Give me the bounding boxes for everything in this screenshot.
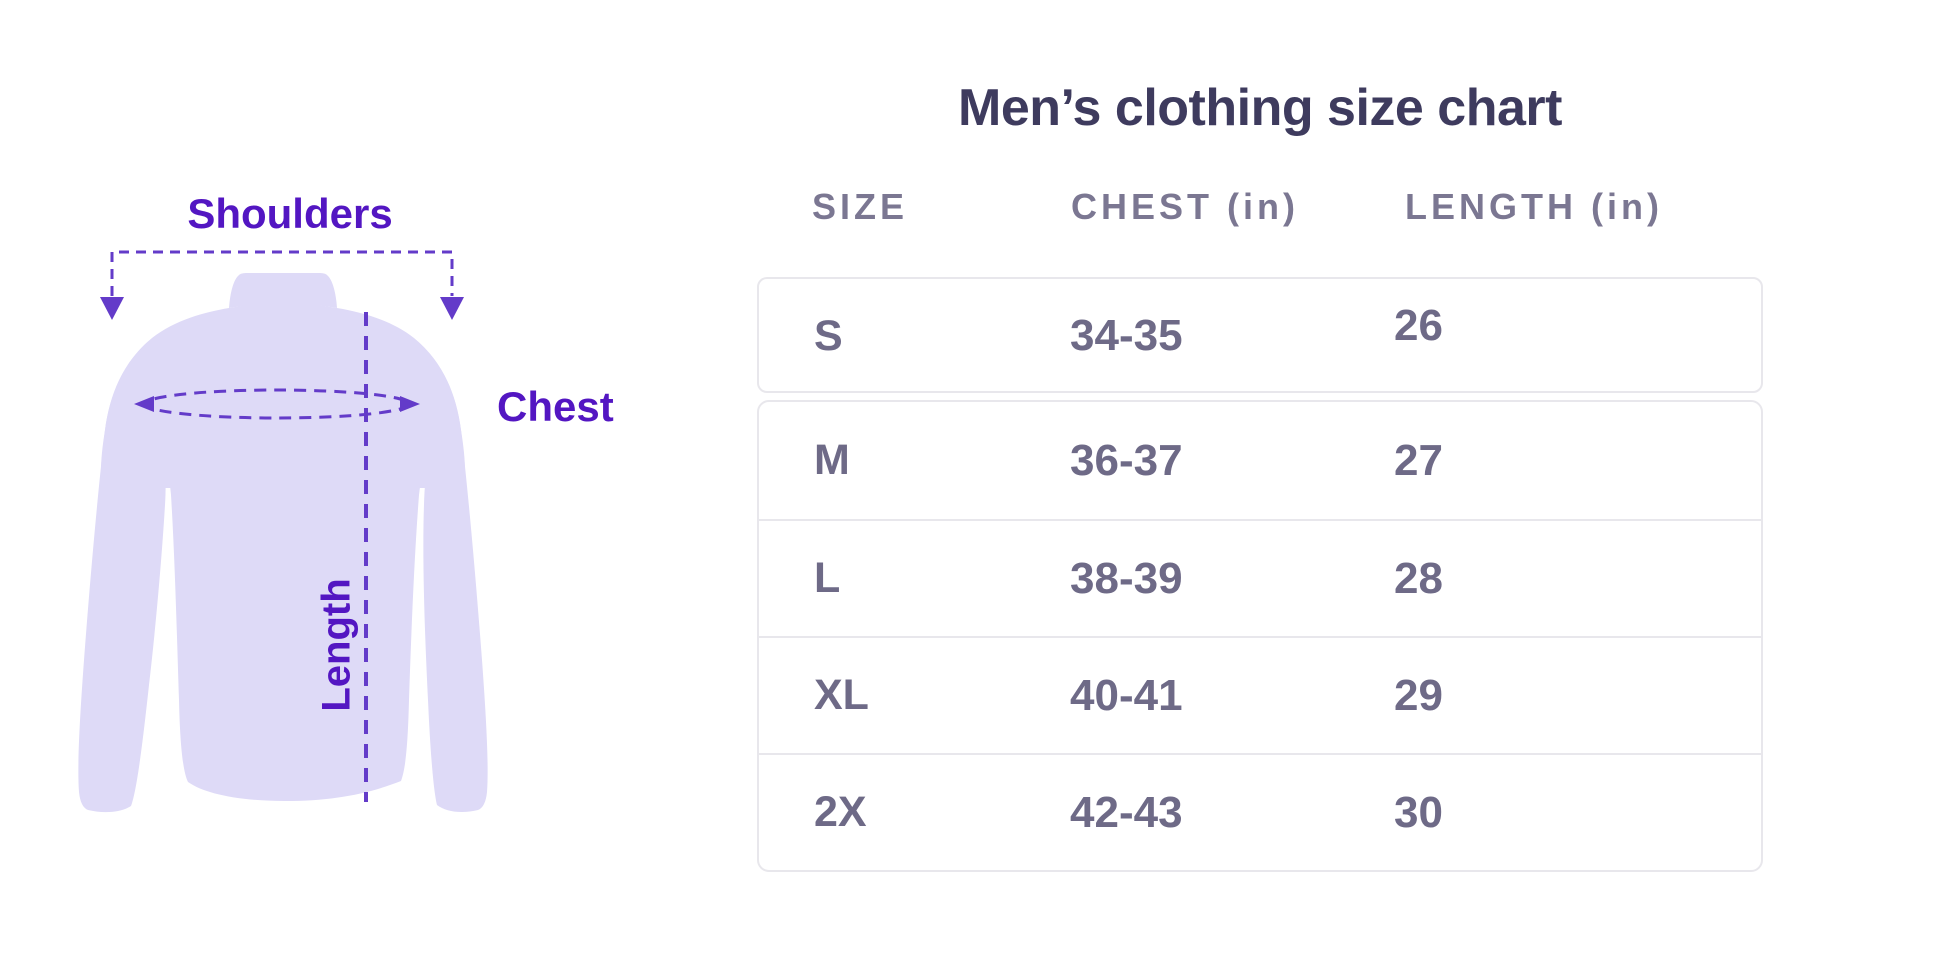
cell-size: 2X — [814, 788, 867, 836]
cell-size: M — [814, 436, 850, 484]
table-row: S 34-35 26 — [759, 279, 1761, 393]
shirt-measurement-figure: Shoulders Chest Length — [0, 0, 700, 900]
cell-length: 28 — [1394, 553, 1443, 603]
shoulders-label: Shoulders — [187, 190, 393, 237]
table-card-row-s: S 34-35 26 — [757, 277, 1763, 393]
shirt-body — [152, 370, 438, 801]
cell-size: L — [814, 554, 841, 602]
column-header-size: SIZE — [812, 186, 909, 227]
cell-chest: 42-43 — [1070, 787, 1183, 837]
column-header-length: LENGTH (in) — [1405, 186, 1663, 227]
table-column-headers: SIZE CHEST (in) LENGTH (in) — [757, 186, 1763, 230]
chest-arrow-left — [134, 396, 154, 412]
shirt-collar — [229, 273, 337, 308]
cell-chest: 36-37 — [1070, 435, 1183, 485]
shoulders-arrow-left — [100, 297, 124, 320]
table-card-rows-m-2x: M 36-37 27 L 38-39 28 XL 40-41 29 2X 42-… — [757, 400, 1763, 872]
chart-title: Men’s clothing size chart — [958, 79, 1562, 137]
column-header-chest: CHEST (in) — [1071, 186, 1299, 227]
chest-arrow-right — [400, 396, 420, 412]
cell-length: 30 — [1394, 787, 1443, 837]
cell-length: 27 — [1394, 435, 1443, 485]
cell-size: S — [814, 311, 843, 360]
chest-label: Chest — [497, 383, 614, 430]
shirt-right-sleeve — [416, 340, 488, 813]
table-row: 2X 42-43 30 — [759, 753, 1761, 870]
cell-chest: 38-39 — [1070, 553, 1183, 603]
cell-length: 26 — [1394, 301, 1443, 350]
cell-size: XL — [814, 671, 869, 719]
shirt-illustration — [78, 250, 488, 813]
shirt-silhouette — [78, 273, 488, 813]
table-row: M 36-37 27 — [759, 402, 1761, 519]
table-row: L 38-39 28 — [759, 519, 1761, 636]
shirt-left-sleeve — [78, 340, 166, 813]
shoulders-measure-bracket — [110, 250, 454, 296]
table-row: XL 40-41 29 — [759, 636, 1761, 753]
cell-chest: 34-35 — [1070, 311, 1183, 360]
length-label: Length — [314, 578, 359, 712]
shoulders-arrow-right — [440, 297, 464, 320]
cell-length: 29 — [1394, 670, 1443, 720]
cell-chest: 40-41 — [1070, 670, 1183, 720]
